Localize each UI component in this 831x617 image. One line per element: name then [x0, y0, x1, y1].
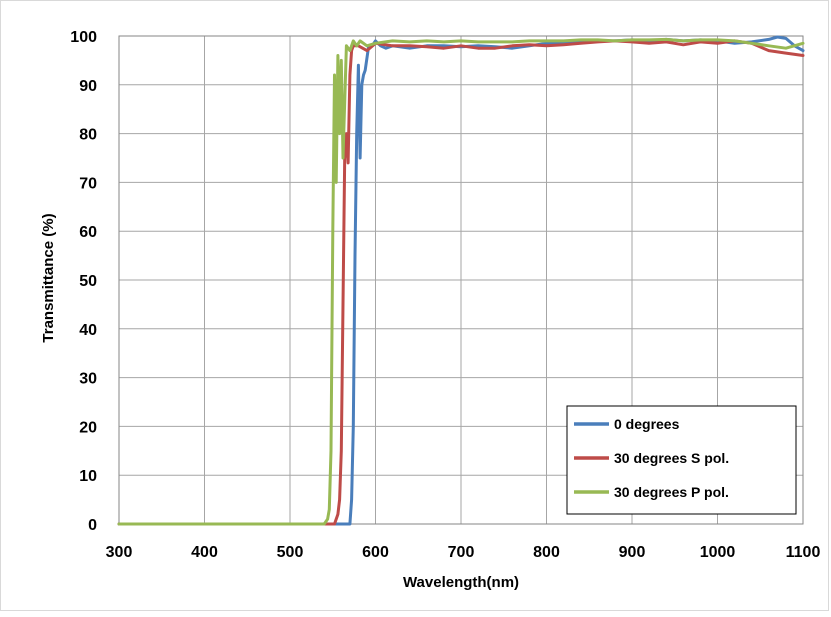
y-tick-label: 90 — [79, 78, 97, 95]
y-tick-label: 70 — [79, 175, 97, 192]
plot-border — [118, 35, 804, 525]
x-tick-label: 600 — [362, 544, 389, 561]
y-tick-label: 100 — [70, 29, 97, 46]
x-tick-label: 900 — [619, 544, 646, 561]
y-tick-label: 80 — [79, 127, 97, 144]
x-tick-label: 500 — [277, 544, 304, 561]
legend: 0 degrees 30 degrees S pol. 30 degrees P p… — [566, 405, 797, 515]
x-axis-title: Wavelength(nm) — [403, 574, 519, 591]
y-axis-title: Transmittance (%) — [40, 213, 57, 342]
legend-label-2: 30 degrees S pol. — [614, 450, 729, 466]
legend-items: 0 degrees 30 degrees S pol. 30 degrees P p… — [574, 416, 729, 500]
legend-label-3: 30 degrees P pol. — [614, 484, 729, 500]
y-tick-labels: 0 10 20 30 40 50 60 70 80 90 100 — [70, 29, 97, 534]
series-line-2 — [117, 39, 805, 526]
grid-lines — [118, 35, 804, 525]
series-line-3 — [117, 37, 805, 526]
x-tick-label: 700 — [448, 544, 475, 561]
series-layer — [117, 35, 805, 526]
x-tick-label: 400 — [191, 544, 218, 561]
x-tick-label: 1000 — [700, 544, 736, 561]
y-tick-label: 20 — [79, 419, 97, 436]
x-tick-label: 300 — [106, 544, 133, 561]
x-tick-label: 800 — [533, 544, 560, 561]
y-tick-label: 60 — [79, 224, 97, 241]
y-tick-label: 50 — [79, 273, 97, 290]
x-tick-label: 1100 — [786, 544, 821, 561]
y-tick-label: 30 — [79, 371, 97, 388]
plot-area — [118, 35, 804, 525]
y-tick-label: 10 — [79, 468, 97, 485]
x-tick-labels: 300 400 500 600 700 800 900 1000 1100 — [106, 544, 821, 561]
y-tick-label: 40 — [79, 322, 97, 339]
legend-label-1: 0 degrees — [614, 416, 680, 432]
y-tick-label: 0 — [88, 517, 97, 534]
